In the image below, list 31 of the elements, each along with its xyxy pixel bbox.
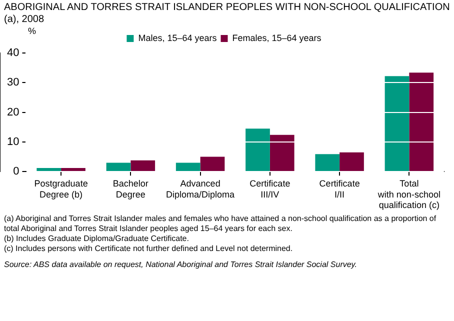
y-tick-label: 20 — [6, 106, 20, 118]
source-note: Source: ABS data available on request, National Aboriginal and Torres Strait Islander Social Survey. — [4, 260, 358, 270]
bar — [36, 168, 62, 172]
chart-title: ABORIGINAL AND TORRES STRAIT ISLANDER PEOPLES WITH NON-SCHOOL QUALIFICATION (a), 2008 — [3, 1, 451, 26]
y-tick-label: 40 — [6, 47, 20, 60]
bar — [61, 168, 86, 172]
x-tick-label: Advanced Diploma/Diploma — [166, 178, 235, 200]
bar — [384, 76, 410, 172]
bar — [409, 72, 434, 172]
text: (b) Includes Graduate Diploma/Graduate Certificate. — [4, 234, 190, 244]
y-axis-title: % — [28, 26, 36, 36]
bar — [315, 154, 340, 172]
bar — [200, 156, 225, 172]
text: (c) Includes persons with Certificate not further defined and Level not determined. — [4, 244, 294, 254]
x-tick-label: Certificate III/IV — [250, 178, 290, 200]
x-tick-label: Postgraduate Degree (b) — [34, 178, 88, 200]
legend-label: Females, 15–64 years — [232, 32, 322, 43]
y-tick-label: 0 — [13, 166, 20, 178]
y-tick-label: 10 — [6, 136, 20, 148]
bar — [176, 162, 200, 172]
bar — [246, 128, 270, 172]
legend-label: Males, 15–64 years — [138, 32, 218, 43]
bar — [106, 162, 131, 172]
x-tick-label: Total with non-school qualification (c) — [376, 178, 440, 210]
y-tick-label: 30 — [6, 76, 20, 89]
bar — [340, 152, 364, 172]
x-tick-label: Certificate I/II — [319, 178, 360, 200]
x-tick-label: Bachelor Degree — [112, 178, 148, 200]
bar — [270, 134, 294, 172]
bar — [130, 160, 156, 172]
text: (a) Aboriginal and Torres Strait Islander males and females who have attained a non-school qualification as a proportion of total Aboriginal and Torres Strait Islander peoples aged 15–64 years for each sex. — [4, 214, 438, 234]
